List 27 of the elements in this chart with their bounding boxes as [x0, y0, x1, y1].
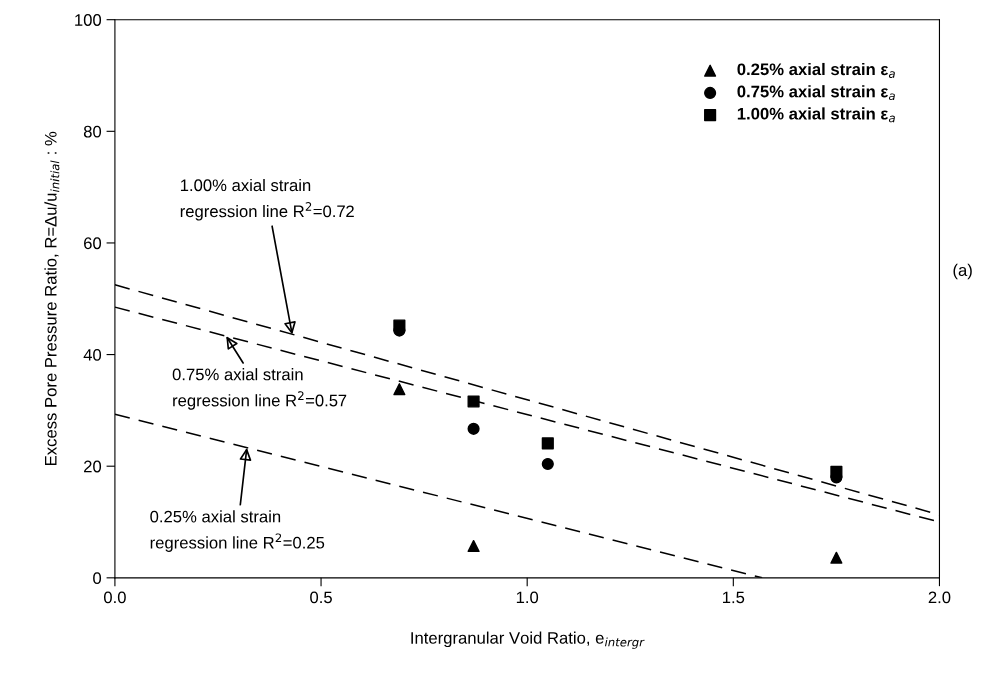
y-tick-label: 60: [84, 237, 102, 250]
y-tick-label: 0: [93, 572, 102, 585]
annotation: 0.25% axial strain regression line R$^{2}$=0.25: [150, 510, 325, 552]
x-tick-label: 1.0: [516, 591, 539, 604]
x-tick-label: 0.5: [310, 591, 332, 604]
y-tick-label: 100: [75, 14, 102, 26]
y-axis-title: Excess Pore Pressure Ratio, R=Δu/u$_{initial}$ : %: [44, 131, 60, 465]
annotation: 1.00% axial strain regression line R$^{2}$=0.72: [180, 178, 354, 221]
y-tick-label: 20: [84, 460, 102, 473]
annotation: 0.75% axial strain regression line R$^{2}$=0.57: [172, 368, 347, 410]
point: [467, 422, 480, 435]
x-tick-label: 0.0: [103, 591, 126, 604]
x-tick-label: 1.5: [723, 591, 745, 604]
x-axis-title: Intergranular Void Ratio, e$_{intergr}$: [411, 631, 645, 649]
legend-label: 1.00% axial strain ε$_{a}$: [737, 107, 895, 123]
text: (a): [953, 263, 972, 280]
y-tick-label: 80: [83, 125, 102, 138]
legend-label: 0.75% axial strain ε$_{a}$: [737, 85, 895, 101]
legend-label: 0.25% axial strain ε$_{a}$: [737, 62, 895, 78]
point: [541, 457, 554, 471]
point: [830, 551, 843, 564]
x-tick-label: 2.0: [928, 591, 951, 604]
point: [467, 395, 480, 408]
point: [393, 383, 406, 396]
y-tick-label: 40: [83, 348, 102, 361]
point: [541, 437, 554, 450]
point: [467, 539, 480, 553]
